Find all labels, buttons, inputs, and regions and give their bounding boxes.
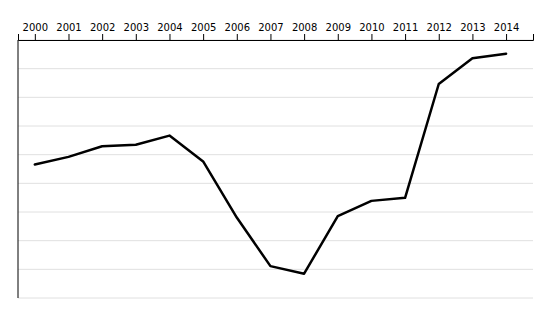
x-tick: 2004 xyxy=(157,22,182,40)
x-tick: 2014 xyxy=(494,22,519,40)
x-tick-label: 2014 xyxy=(494,22,519,33)
grid-line xyxy=(18,212,533,213)
x-tick: 2010 xyxy=(359,22,384,40)
x-tick-mark xyxy=(506,34,507,40)
x-tick-label: 2011 xyxy=(393,22,418,33)
x-tick-mark xyxy=(237,34,238,40)
x-tick-label: 2002 xyxy=(90,22,115,33)
grid-line xyxy=(18,154,533,155)
x-tick-label: 2001 xyxy=(56,22,81,33)
x-tick: 2011 xyxy=(393,22,418,40)
x-tick-label: 2000 xyxy=(23,22,48,33)
x-tick-label: 2010 xyxy=(359,22,384,33)
x-tick-mark xyxy=(35,34,36,40)
grid-line xyxy=(18,68,533,69)
x-tick-mark xyxy=(169,34,170,40)
grid-line xyxy=(18,240,533,241)
x-tick: 2000 xyxy=(23,22,48,40)
x-tick-mark xyxy=(136,34,137,40)
x-tick-label: 2008 xyxy=(292,22,317,33)
x-tick: 2001 xyxy=(56,22,81,40)
x-axis-domain xyxy=(19,34,534,41)
x-tick-mark xyxy=(405,34,406,40)
x-tick-label: 2009 xyxy=(326,22,351,33)
marks xyxy=(35,54,506,274)
plot-area: 2000 2001 2002 2003 2004 2005 2006 2007 2008 2009… xyxy=(18,22,534,298)
grid-line xyxy=(18,269,533,270)
x-tick: 2013 xyxy=(460,22,485,40)
x-tick-mark xyxy=(203,34,204,40)
x-tick-label: 2013 xyxy=(460,22,485,33)
x-tick-mark xyxy=(270,34,271,40)
y-axis-line xyxy=(18,40,19,298)
x-tick-mark xyxy=(371,34,372,40)
x-tick: 2005 xyxy=(191,22,216,40)
x-tick: 2003 xyxy=(124,22,149,40)
x-tick-mark xyxy=(102,34,103,40)
x-tick-label: 2006 xyxy=(225,22,250,33)
grid-line xyxy=(18,126,533,127)
x-tick: 2002 xyxy=(90,22,115,40)
grid-line xyxy=(18,183,533,184)
x-tick-mark xyxy=(304,34,305,40)
x-tick: 2012 xyxy=(427,22,452,40)
x-tick-mark xyxy=(439,34,440,40)
x-tick-label: 2003 xyxy=(124,22,149,33)
x-tick-label: 2007 xyxy=(258,22,283,33)
x-tick-mark xyxy=(68,34,69,40)
grid xyxy=(18,40,533,298)
x-tick-label: 2004 xyxy=(157,22,182,33)
grid-line xyxy=(18,298,533,299)
y-axis xyxy=(18,40,19,298)
data-line xyxy=(35,54,506,274)
x-tick: 2007 xyxy=(258,22,283,40)
x-tick: 2006 xyxy=(225,22,250,40)
x-tick-mark xyxy=(338,34,339,40)
grid-line xyxy=(18,97,533,98)
x-tick-label: 2005 xyxy=(191,22,216,33)
x-tick-label: 2012 xyxy=(427,22,452,33)
x-tick: 2008 xyxy=(292,22,317,40)
x-axis: 2000 2001 2002 2003 2004 2005 2006 2007 2008 2009… xyxy=(19,22,534,41)
chart-svg: 2000 2001 2002 2003 2004 2005 2006 2007 2008 2009… xyxy=(0,0,555,310)
x-tick: 2009 xyxy=(326,22,351,40)
x-tick-mark xyxy=(472,34,473,40)
